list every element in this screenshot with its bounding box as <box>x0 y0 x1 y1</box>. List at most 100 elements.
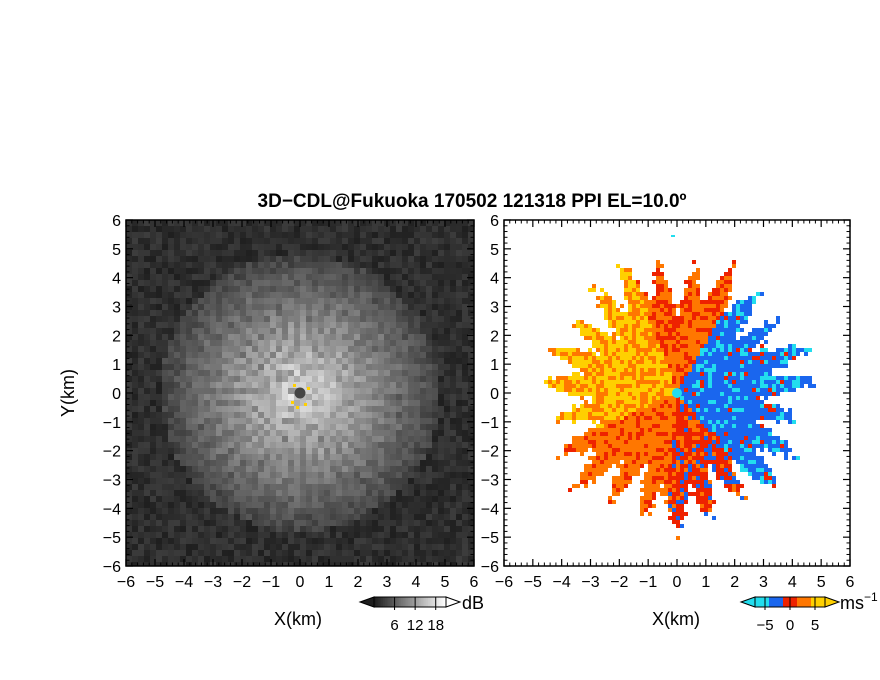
reflectivity-cell <box>138 472 144 478</box>
reflectivity-cell <box>408 514 414 520</box>
velocity-cell <box>668 316 672 320</box>
reflectivity-cell <box>276 502 282 508</box>
velocity-cell <box>684 328 688 332</box>
velocity-cell <box>644 380 648 384</box>
reflectivity-cell <box>390 556 396 562</box>
reflectivity-cell <box>222 406 228 412</box>
reflectivity-cell <box>222 394 228 400</box>
velocity-cell <box>712 348 716 352</box>
velocity-cell <box>696 312 700 316</box>
reflectivity-cell <box>192 232 198 238</box>
reflectivity-cell <box>216 256 222 262</box>
reflectivity-cell <box>402 532 408 538</box>
reflectivity-cell <box>432 226 438 232</box>
reflectivity-cell <box>300 298 306 304</box>
velocity-cell <box>700 312 704 316</box>
reflectivity-cell <box>330 556 336 562</box>
reflectivity-cell <box>450 322 456 328</box>
reflectivity-cell <box>168 334 174 340</box>
velocity-cell <box>684 388 688 392</box>
reflectivity-cell <box>438 490 444 496</box>
velocity-cell <box>784 352 788 356</box>
reflectivity-cell <box>222 280 228 286</box>
velocity-cell <box>632 320 636 324</box>
reflectivity-cell <box>408 496 414 502</box>
reflectivity-cell <box>300 316 306 322</box>
reflectivity-cell <box>294 460 300 466</box>
velocity-cell <box>608 352 612 356</box>
reflectivity-cell <box>240 274 246 280</box>
reflectivity-cell <box>216 448 222 454</box>
velocity-cell <box>748 304 752 308</box>
reflectivity-cell <box>348 358 354 364</box>
reflectivity-cell <box>168 478 174 484</box>
reflectivity-cell <box>288 544 294 550</box>
reflectivity-cell <box>210 424 216 430</box>
reflectivity-cell <box>234 478 240 484</box>
reflectivity-cell <box>210 406 216 412</box>
reflectivity-cell <box>300 430 306 436</box>
velocity-cell <box>712 328 716 332</box>
reflectivity-cell <box>150 274 156 280</box>
velocity-cell <box>680 376 684 380</box>
reflectivity-cell <box>384 274 390 280</box>
reflectivity-cell <box>402 262 408 268</box>
velocity-cell <box>580 392 584 396</box>
reflectivity-cell <box>426 538 432 544</box>
reflectivity-cell <box>186 448 192 454</box>
reflectivity-cell <box>300 352 306 358</box>
velocity-cell <box>584 356 588 360</box>
velocity-cell <box>752 392 756 396</box>
reflectivity-cell <box>354 448 360 454</box>
reflectivity-cell <box>402 490 408 496</box>
reflectivity-cell <box>222 526 228 532</box>
reflectivity-cell <box>216 484 222 490</box>
reflectivity-cell <box>276 346 282 352</box>
velocity-cell <box>556 352 560 356</box>
reflectivity-cell <box>414 460 420 466</box>
reflectivity-cell <box>366 322 372 328</box>
reflectivity-cell <box>174 250 180 256</box>
reflectivity-cell <box>156 514 162 520</box>
reflectivity-cell <box>234 262 240 268</box>
reflectivity-cell <box>468 262 474 268</box>
reflectivity-cell <box>330 328 336 334</box>
reflectivity-cell <box>420 322 426 328</box>
reflectivity-cell <box>282 232 288 238</box>
reflectivity-cell <box>348 544 354 550</box>
reflectivity-cell <box>300 364 306 370</box>
velocity-cell <box>652 380 656 384</box>
reflectivity-cell <box>294 298 300 304</box>
velocity-cell <box>636 300 640 304</box>
reflectivity-cell <box>294 496 300 502</box>
velocity-cell <box>764 380 768 384</box>
reflectivity-cell <box>312 322 318 328</box>
reflectivity-cell <box>354 454 360 460</box>
reflectivity-cell <box>234 430 240 436</box>
reflectivity-cell <box>144 460 150 466</box>
reflectivity-cell <box>156 262 162 268</box>
velocity-cell <box>616 356 620 360</box>
reflectivity-cell <box>462 292 468 298</box>
reflectivity-cell <box>408 370 414 376</box>
reflectivity-colorbar-tick-label: 12 <box>407 617 424 634</box>
reflectivity-cell <box>336 286 342 292</box>
reflectivity-cell <box>252 490 258 496</box>
velocity-cell <box>628 352 632 356</box>
reflectivity-cell <box>132 394 138 400</box>
reflectivity-cell <box>210 442 216 448</box>
velocity-cell <box>716 284 720 288</box>
reflectivity-cell <box>324 292 330 298</box>
velocity-cell <box>700 320 704 324</box>
reflectivity-cell <box>240 436 246 442</box>
velocity-cell <box>620 380 624 384</box>
reflectivity-cell <box>156 520 162 526</box>
velocity-cell <box>636 368 640 372</box>
reflectivity-cell <box>306 466 312 472</box>
reflectivity-cell <box>216 430 222 436</box>
reflectivity-cell <box>174 238 180 244</box>
velocity-cell <box>716 296 720 300</box>
reflectivity-cell <box>132 328 138 334</box>
reflectivity-cell <box>168 394 174 400</box>
reflectivity-cell <box>384 454 390 460</box>
